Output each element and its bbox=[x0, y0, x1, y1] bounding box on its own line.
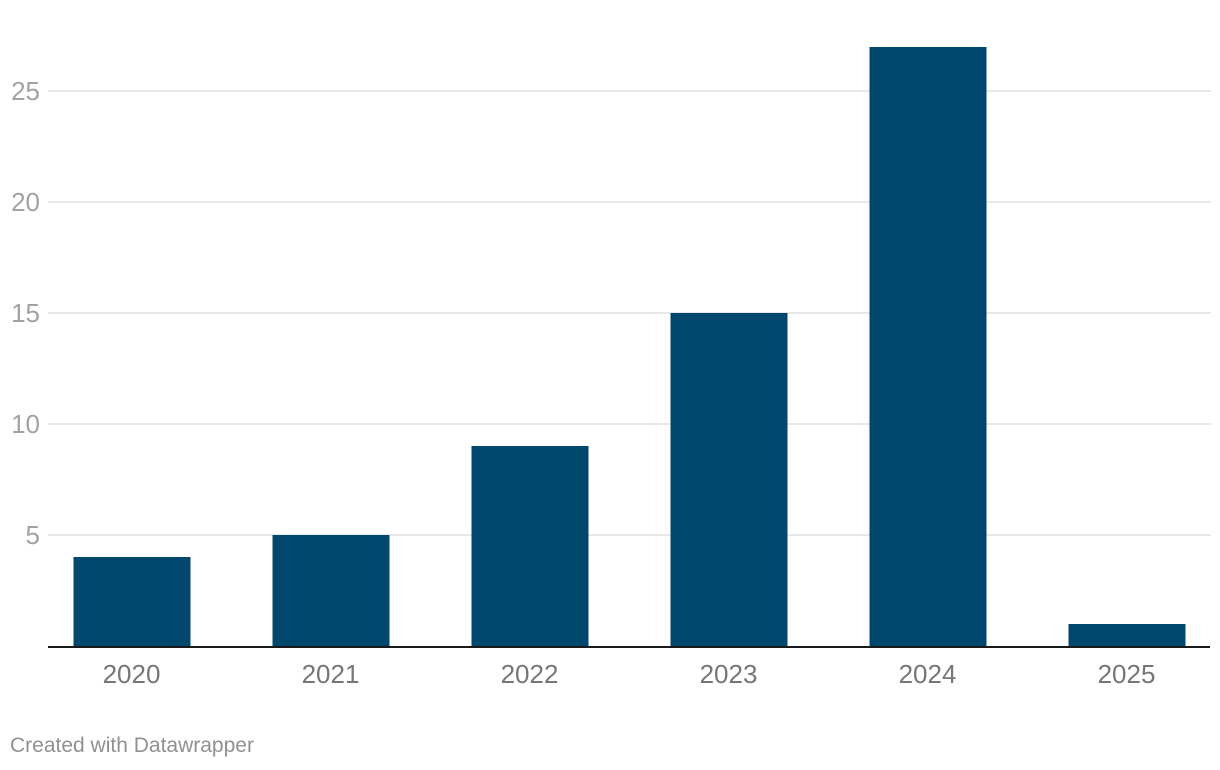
y-tick-label-20: 20 bbox=[11, 187, 40, 217]
bar-slot-2020 bbox=[32, 0, 231, 646]
bar-2021 bbox=[272, 535, 389, 646]
x-tick-label-2024: 2024 bbox=[898, 659, 957, 689]
datawrapper-credit-link[interactable]: Created with Datawrapper bbox=[10, 734, 254, 757]
x-tick-label-2025: 2025 bbox=[1097, 659, 1156, 689]
x-tick-label-2023: 2023 bbox=[699, 659, 758, 689]
bar-slot-2022 bbox=[430, 0, 629, 646]
plot-area: 5 10 15 20 25 bbox=[0, 0, 1220, 646]
bar-2022 bbox=[471, 446, 588, 646]
gridline-20 bbox=[48, 201, 1211, 203]
x-tick-label-2020: 2020 bbox=[102, 659, 161, 689]
y-tick-label-5: 5 bbox=[25, 520, 40, 550]
bar-2024 bbox=[869, 47, 986, 646]
bar-slot-2021 bbox=[231, 0, 430, 646]
bar-slot-2025 bbox=[1027, 0, 1220, 646]
x-axis-labels: 2020 2021 2022 2023 2024 2025 bbox=[32, 659, 1220, 689]
bar-2025 bbox=[1068, 624, 1185, 646]
gridline-10 bbox=[48, 423, 1211, 425]
gridline-5 bbox=[48, 534, 1211, 536]
bar-slot-2023 bbox=[629, 0, 828, 646]
x-axis-line bbox=[48, 646, 1210, 648]
bar-2023 bbox=[670, 313, 787, 646]
bar-2020 bbox=[73, 557, 190, 646]
y-tick-label-15: 15 bbox=[11, 298, 40, 328]
gridlines bbox=[48, 90, 1211, 536]
y-tick-label-25: 25 bbox=[11, 76, 40, 106]
x-tick-label-2022: 2022 bbox=[500, 659, 559, 689]
bar-slot-2024 bbox=[828, 0, 1027, 646]
y-tick-label-10: 10 bbox=[11, 409, 40, 439]
bars-layer bbox=[32, 0, 1220, 646]
y-axis: 5 10 15 20 25 bbox=[0, 0, 40, 646]
x-tick-label-2021: 2021 bbox=[301, 659, 360, 689]
gridline-25 bbox=[48, 90, 1211, 92]
gridline-15 bbox=[48, 312, 1211, 314]
